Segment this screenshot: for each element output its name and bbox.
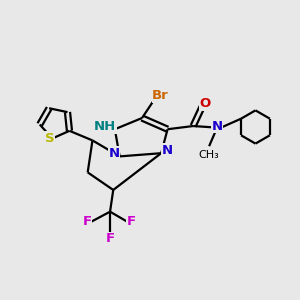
Text: F: F (127, 215, 136, 228)
Text: N: N (108, 147, 119, 160)
Text: O: O (200, 97, 211, 110)
Text: F: F (82, 215, 91, 228)
Text: N: N (161, 143, 172, 157)
Text: F: F (106, 232, 115, 245)
Text: Br: Br (152, 89, 169, 102)
Text: CH₃: CH₃ (199, 150, 220, 160)
Text: NH: NH (94, 120, 116, 133)
Text: N: N (212, 119, 223, 133)
Text: S: S (45, 132, 55, 145)
